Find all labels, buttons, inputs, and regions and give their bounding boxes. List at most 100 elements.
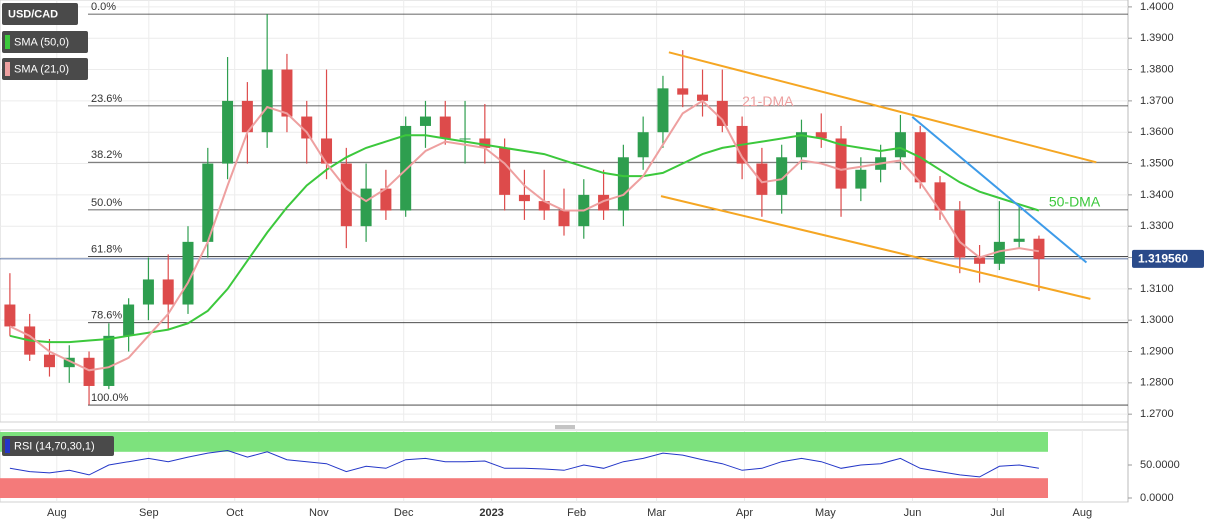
fib-label: 0.0% xyxy=(91,1,116,13)
candle-body xyxy=(4,304,16,327)
fib-label: 78.6% xyxy=(91,310,122,322)
candle-body xyxy=(677,88,689,95)
y-tick-label: 1.3700 xyxy=(1140,95,1174,107)
candle-body xyxy=(321,138,333,164)
candle-body xyxy=(182,241,194,305)
x-tick-label: Oct xyxy=(226,507,243,519)
trendline xyxy=(668,51,1097,164)
candle-body xyxy=(419,116,431,126)
candle-body xyxy=(261,69,273,133)
candle-body xyxy=(459,138,471,140)
candle-body xyxy=(400,125,412,211)
last-price-tag xyxy=(1132,249,1204,268)
fib-label: 61.8% xyxy=(91,243,122,255)
candle-body xyxy=(43,354,55,368)
candle-body xyxy=(1033,238,1045,259)
fib-label: 38.2% xyxy=(91,149,122,161)
candle-body xyxy=(1013,238,1025,242)
sma-line xyxy=(9,134,1040,344)
rsi-legend-label: RSI (14,70,30,1) xyxy=(14,440,95,452)
y-tick-label: 1.3600 xyxy=(1140,126,1174,138)
candle-body xyxy=(222,100,234,164)
candle-body xyxy=(776,157,788,195)
candle-body xyxy=(894,132,906,158)
candle-body xyxy=(301,116,313,139)
y-tick-label: 1.3100 xyxy=(1140,283,1174,295)
x-tick-label: Jul xyxy=(990,507,1004,519)
candle-body xyxy=(716,100,728,126)
candle-body xyxy=(855,169,867,189)
rsi-legend-swatch xyxy=(5,439,10,453)
y-tick-label: 1.4000 xyxy=(1140,1,1174,13)
candle-body xyxy=(63,357,75,368)
candle-body xyxy=(934,182,946,211)
fib-label: 23.6% xyxy=(91,93,122,105)
candle-body xyxy=(617,157,629,211)
legend-label: SMA (21,0) xyxy=(14,63,69,75)
y-tick-label: 1.3500 xyxy=(1140,157,1174,169)
x-tick-label: Aug xyxy=(47,507,67,519)
legend-box xyxy=(2,58,88,80)
last-price-label: 1.319560 xyxy=(1138,252,1188,266)
y-tick-label: 1.2700 xyxy=(1140,408,1174,420)
sma-line xyxy=(9,99,1040,372)
x-tick-label: Aug xyxy=(1072,507,1092,519)
marks: 21-DMA 50-DMA xyxy=(4,14,1101,478)
overbought-band xyxy=(0,432,1048,452)
y-tick-label: 1.3400 xyxy=(1140,189,1174,201)
candle-body xyxy=(598,194,610,211)
oversold-band xyxy=(0,478,1048,498)
x-tick-label: Feb xyxy=(567,507,586,519)
candle-body xyxy=(815,132,827,139)
annotation: 21-DMA xyxy=(742,93,794,109)
legend-swatch xyxy=(5,35,10,49)
y-tick-label: 1.3800 xyxy=(1140,63,1174,75)
y-tick-label: 1.2900 xyxy=(1140,345,1174,357)
candle-body xyxy=(518,194,530,202)
x-tick-label: Dec xyxy=(394,507,414,519)
x-tick-label: Nov xyxy=(309,507,329,519)
candle-body xyxy=(835,138,847,189)
annotation: 50-DMA xyxy=(1049,193,1101,209)
overlays: USD/CAD SMA (50,0) SMA (21,0) 1.319560 RSI … xyxy=(2,3,1204,456)
x-tick-label: May xyxy=(815,507,836,519)
trendline xyxy=(911,116,1088,264)
candle-body xyxy=(697,94,709,101)
fib-label: 100.0% xyxy=(91,392,129,404)
candle-body xyxy=(657,88,669,133)
y-tick-label: 1.3000 xyxy=(1140,314,1174,326)
y-tick-label: 1.3300 xyxy=(1140,220,1174,232)
candle-body xyxy=(756,163,768,195)
candle-body xyxy=(993,241,1005,264)
symbol-box xyxy=(2,3,78,25)
candle-body xyxy=(954,210,966,258)
candle-body xyxy=(439,116,451,139)
candle-body xyxy=(123,304,135,336)
x-tick-label: 2023 xyxy=(479,507,503,519)
candle-body xyxy=(360,188,372,227)
y-tick-label: 1.2800 xyxy=(1140,377,1174,389)
x-tick-label: Jun xyxy=(904,507,922,519)
candle-body xyxy=(340,163,352,227)
candle-body xyxy=(538,201,550,211)
candle-body xyxy=(202,163,214,242)
candle-body xyxy=(795,132,807,158)
candle-body xyxy=(103,335,115,386)
x-tick-label: Mar xyxy=(647,507,666,519)
rsi-legend-box xyxy=(2,436,114,456)
rsi-tick-label: 50.0000 xyxy=(1140,459,1180,471)
trendline xyxy=(660,195,1091,300)
y-tick-label: 1.3900 xyxy=(1140,32,1174,44)
candle-body xyxy=(558,210,570,227)
candle-body xyxy=(499,147,511,195)
candle-body xyxy=(479,138,491,148)
grid: 1.27001.28001.29001.30001.31001.32001.33… xyxy=(0,0,1180,519)
symbol: USD/CAD xyxy=(8,8,58,20)
candle-body xyxy=(241,100,253,133)
legend-box xyxy=(2,31,88,53)
x-tick-label: Apr xyxy=(736,507,753,519)
candle-body xyxy=(637,132,649,158)
candle-body xyxy=(83,357,95,386)
candle-body xyxy=(380,188,392,211)
